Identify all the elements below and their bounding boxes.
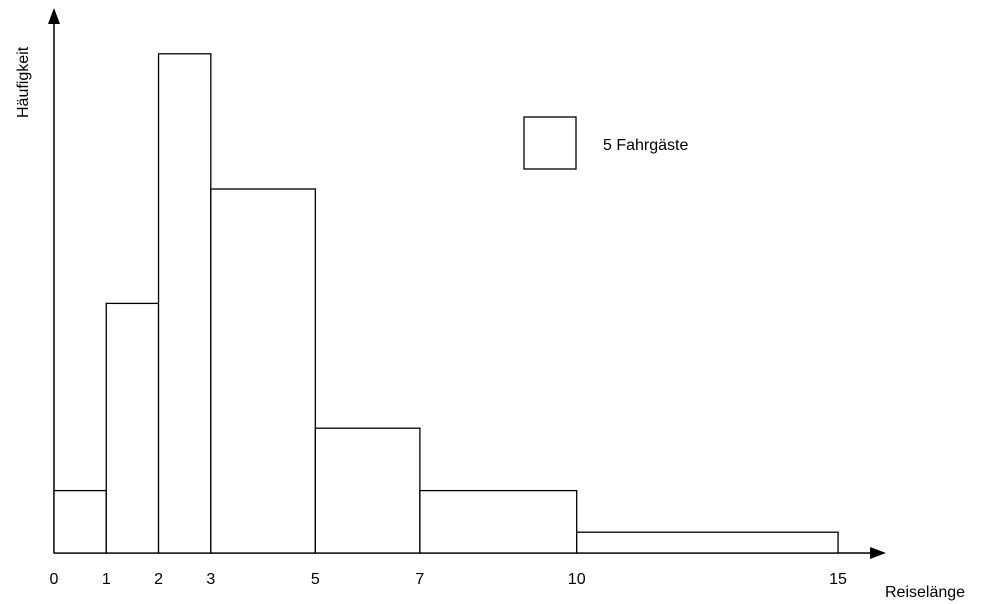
x-tick-label-15: 15 bbox=[829, 571, 847, 588]
x-tick-label-2: 2 bbox=[154, 571, 163, 588]
x-tick-label-7: 7 bbox=[415, 571, 424, 588]
histogram-bar-5-7 bbox=[314, 427, 421, 554]
x-tick-labels: 0 1 2 3 5 7 10 15 bbox=[50, 571, 848, 588]
histogram-bar-2-3 bbox=[157, 53, 212, 554]
x-tick-label-5: 5 bbox=[311, 571, 320, 588]
x-tick-label-10: 10 bbox=[568, 571, 586, 588]
histogram-bar-10-15 bbox=[576, 531, 839, 554]
histogram-bar-1-2 bbox=[105, 302, 160, 554]
x-axis-label: Reiselänge bbox=[885, 584, 965, 601]
histogram-bar-0-1 bbox=[53, 489, 107, 554]
legend-swatch bbox=[523, 116, 577, 170]
histogram-bar-7-10 bbox=[419, 489, 578, 554]
y-axis-arrow bbox=[48, 8, 60, 24]
y-axis-label: Häufigkeit bbox=[15, 46, 32, 118]
x-tick-label-3: 3 bbox=[206, 571, 215, 588]
bars-group bbox=[53, 53, 839, 554]
x-tick-label-0: 0 bbox=[50, 571, 59, 588]
x-axis-arrow bbox=[870, 547, 886, 559]
x-tick-label-1: 1 bbox=[102, 571, 111, 588]
legend-label: 5 Fahrgäste bbox=[603, 137, 688, 154]
histogram-bar-3-5 bbox=[210, 188, 316, 554]
